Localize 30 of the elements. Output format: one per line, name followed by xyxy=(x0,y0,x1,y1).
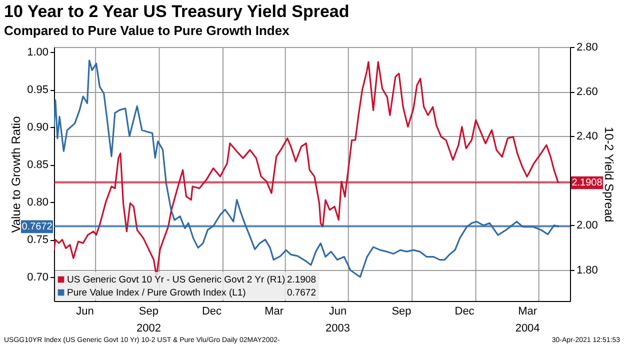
y-tick-label: 0.95 xyxy=(27,84,48,96)
y-axis-title: Value to Growth Ratio xyxy=(9,116,24,233)
y-tick-label: 0.70 xyxy=(27,272,48,284)
x-tick-label: Mar 2004 xyxy=(515,306,540,334)
y-tick-label: 0.85 xyxy=(27,159,48,172)
legend-label: Pure Value Index / Pure Growth Index (L1) xyxy=(67,288,246,298)
y2-axis-title: 10-2 Yield Spread xyxy=(602,126,616,222)
x-tick-label: Sep xyxy=(392,306,412,318)
ref-line-label: 0.7672 xyxy=(22,222,53,233)
ref-line-label: 2.1908 xyxy=(572,178,603,189)
y-tick-label: 1.00 xyxy=(27,46,48,59)
y-tick-label: 0.90 xyxy=(27,122,48,134)
y2-tick-label: 2.80 xyxy=(576,42,598,54)
y2-tick-label: 1.80 xyxy=(576,264,598,276)
text: 2.1908 xyxy=(286,274,316,286)
chart-title: 10 Year to 2 Year US Treasury Yield Spread xyxy=(4,2,350,21)
y2-tick-label: 2.40 xyxy=(576,130,598,143)
x-tick-label: Sep 2002 xyxy=(136,306,161,334)
y2-tick-label: 2.60 xyxy=(576,86,598,98)
chart-subtitle: Compared to Pure Value to Pure Growth Index xyxy=(4,23,290,38)
x-tick-label: Jun 2003 xyxy=(326,306,350,334)
legend-label: US Generic Govt 10 Yr - US Generic Govt 2 Yr (R1) xyxy=(67,274,286,286)
x-tick-label: Dec xyxy=(202,306,222,318)
x-tick-label: Dec xyxy=(454,306,475,318)
y-tick-label: 0.75 xyxy=(27,234,48,246)
y-tick-label: 0.80 xyxy=(27,196,48,209)
y2-tick-label: 2.00 xyxy=(576,220,598,232)
x-tick-label: Jun xyxy=(76,306,94,318)
text: 0.7672 xyxy=(286,288,316,298)
x-tick-label: Mar xyxy=(264,306,284,318)
